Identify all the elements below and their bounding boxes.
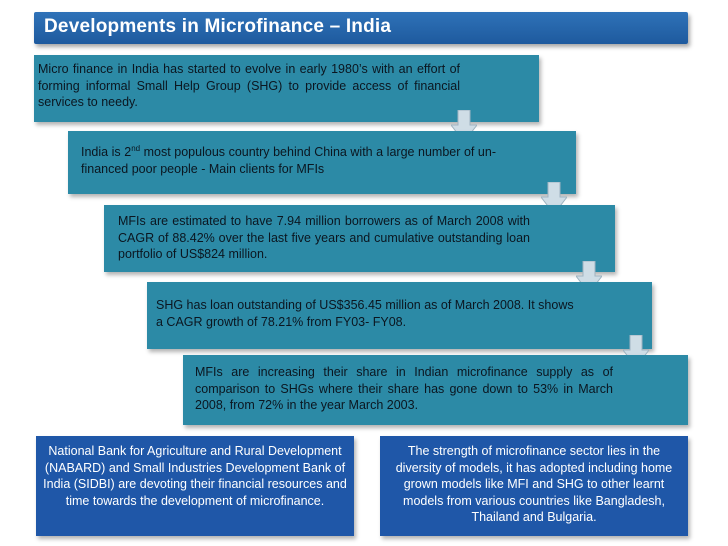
title-bar: Developments in Microfinance – India xyxy=(34,12,688,44)
bottom-left-box: National Bank for Agriculture and Rural … xyxy=(36,436,354,536)
step-box-1: Micro finance in India has started to ev… xyxy=(34,55,539,122)
step-text-1: Micro finance in India has started to ev… xyxy=(38,62,460,109)
step-text-4: SHG has loan outstanding of US$356.45 mi… xyxy=(156,298,574,329)
step-box-5: MFIs are increasing their share in India… xyxy=(183,355,688,425)
step-box-3: MFIs are estimated to have 7.94 million … xyxy=(104,205,615,272)
step-text-2-b: most populous country behind China with … xyxy=(81,145,496,176)
bottom-left-text: National Bank for Agriculture and Rural … xyxy=(43,444,347,508)
bottom-right-box: The strength of microfinance sector lies… xyxy=(380,436,688,536)
step-text-5: MFIs are increasing their share in India… xyxy=(195,365,613,412)
step-text-2-a: India is 2 xyxy=(81,145,132,159)
step-text-2: India is 2nd most populous country behin… xyxy=(81,144,496,177)
step-text-3: MFIs are estimated to have 7.94 million … xyxy=(118,214,530,261)
page-title: Developments in Microfinance – India xyxy=(44,16,392,37)
step-box-2: India is 2nd most populous country behin… xyxy=(68,131,576,194)
bottom-right-text: The strength of microfinance sector lies… xyxy=(395,444,673,524)
step-text-2-sup: nd xyxy=(131,143,141,153)
step-box-4: SHG has loan outstanding of US$356.45 mi… xyxy=(147,282,652,349)
